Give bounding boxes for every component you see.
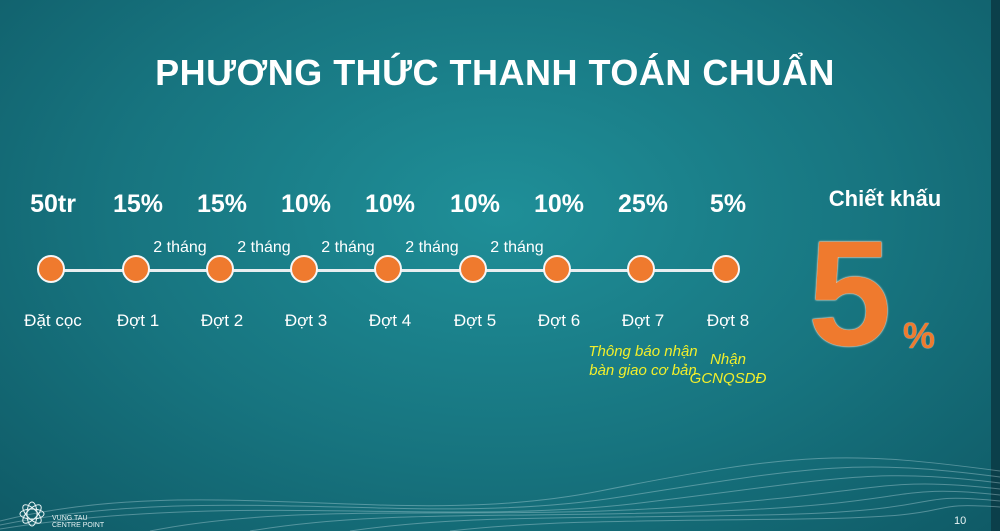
interval-label: 2 tháng [405, 239, 459, 256]
brand-logo-icon [19, 501, 45, 527]
stage-label: Đợt 7 [621, 311, 665, 330]
stage-amount: 50tr [30, 190, 76, 218]
discount-value: 5 [808, 209, 892, 377]
stage-amount: 15% [196, 190, 248, 218]
stage-label: Đặt cọc [24, 311, 82, 330]
stage-dot [206, 255, 234, 283]
brand-name-line2: CENTRE POINT [52, 522, 105, 529]
stage-amount: 10% [364, 190, 416, 218]
discount-title: Chiết khấu [828, 186, 942, 211]
interval-label: 2 tháng [237, 239, 291, 256]
brand-logo-text: VUNG TAU CENTRE POINT [52, 515, 104, 529]
stage-note: Thông báo nhận bàn giao cơ bản [588, 343, 698, 379]
stage-label: Đợt 6 [537, 311, 581, 330]
page-number: 10 [954, 515, 967, 527]
brand-name-line1: VUNG TAU [52, 515, 88, 522]
interval-label: 2 tháng [321, 239, 375, 256]
stage-label: Đợt 1 [116, 311, 160, 330]
stage-amount: 10% [449, 190, 501, 218]
page-title: PHƯƠNG THỨC THANH TOÁN CHUẨN [155, 52, 835, 93]
stage-note: Nhận GCNQSDĐ [689, 351, 767, 387]
stage-label: Đợt 8 [706, 311, 750, 330]
stage-amount: 10% [533, 190, 585, 218]
interval-label: 2 tháng [490, 239, 544, 256]
stage-dot [374, 255, 402, 283]
stage-amount: 15% [112, 190, 164, 218]
stage-label: Đợt 4 [368, 311, 412, 330]
stage-label: Đợt 3 [284, 311, 328, 330]
discount-unit: % [903, 315, 936, 356]
stage-dot [543, 255, 571, 283]
stage-dot [37, 255, 65, 283]
stage-dot [627, 255, 655, 283]
stage-dot [712, 255, 740, 283]
stage-amount: 25% [617, 190, 669, 218]
stage-amount: 10% [280, 190, 332, 218]
stage-amount: 5% [709, 190, 747, 218]
stage-label: Đợt 5 [453, 311, 497, 330]
stage-dot [290, 255, 318, 283]
wave-decoration [0, 457, 1000, 531]
stage-dot [459, 255, 487, 283]
slide-right-edge [991, 0, 1000, 531]
stage-label: Đợt 2 [200, 311, 244, 330]
interval-label: 2 tháng [153, 239, 207, 256]
stage-dot [122, 255, 150, 283]
